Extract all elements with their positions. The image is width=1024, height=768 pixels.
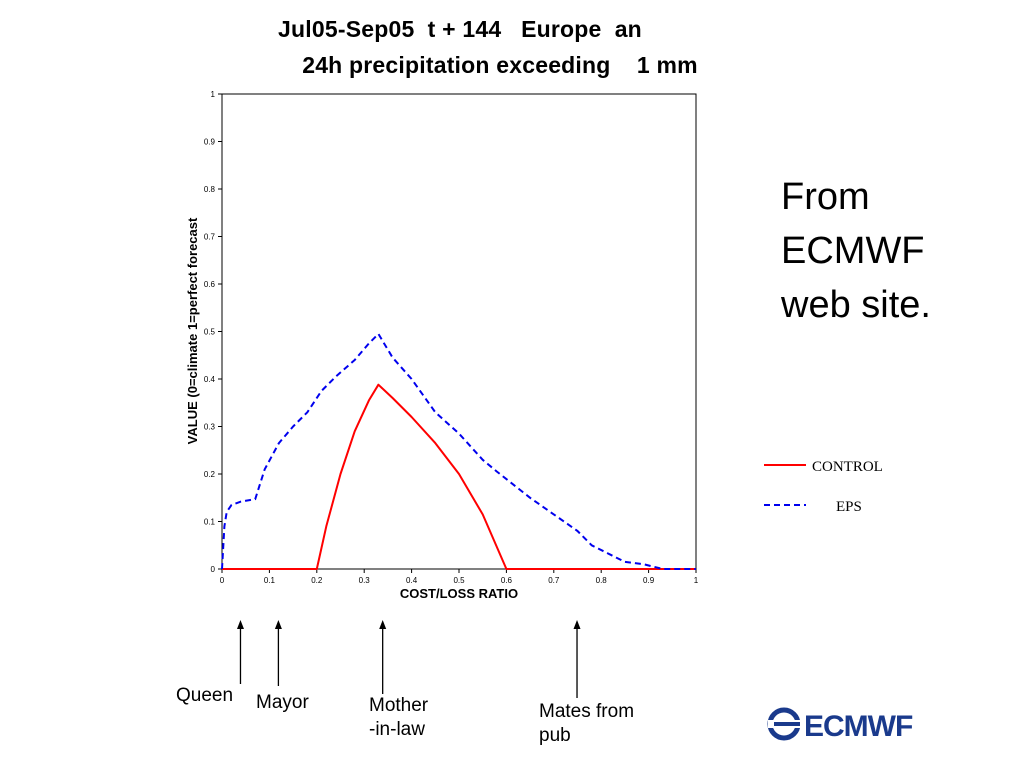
x-axis: 0 0.1 0.2 0.3 0.4 0.5 0.6 0.7 0.8 0.9 1 — [220, 569, 699, 585]
y-axis-label: VALUE (0=climate 1=perfect forecast — [185, 217, 200, 444]
x-axis-label: COST/LOSS RATIO — [400, 586, 518, 601]
x-tick-label: 0.4 — [406, 576, 418, 585]
legend-eps-label: EPS — [836, 499, 862, 515]
x-tick-label: 0.7 — [548, 576, 560, 585]
arrowhead-icon — [236, 620, 244, 629]
y-tick-label: 0.7 — [204, 233, 216, 242]
y-tick-label: 0.8 — [204, 185, 216, 194]
arrow-label-line: Queen — [176, 685, 234, 706]
chart-title-line-1: Jul05-Sep05 t + 144 Europe an — [278, 16, 642, 42]
x-tick-label: 0.5 — [453, 576, 465, 585]
logo-text: ECMWF — [804, 710, 913, 743]
legend-control-label: CONTROL — [812, 459, 883, 475]
x-tick-label: 0.3 — [359, 576, 371, 585]
arrow-label-mother-in-law: Mother -in-law — [369, 694, 428, 742]
arrow-label-queen: Queen — [176, 684, 233, 708]
legend: CONTROL EPS — [764, 459, 883, 515]
series-line-eps — [221, 332, 696, 570]
arrowhead-icon — [274, 620, 282, 629]
source-note-line: web site. — [781, 284, 931, 326]
arrow-label-line: Mayor — [256, 692, 309, 713]
x-tick-label: 0.2 — [311, 576, 323, 585]
arrowhead-icon — [379, 620, 387, 629]
arrowhead-icon — [573, 620, 581, 629]
x-tick-label: 0.8 — [596, 576, 608, 585]
y-tick-label: 0.2 — [204, 470, 216, 479]
y-tick-label: 0.6 — [204, 280, 216, 289]
series-layer — [221, 332, 696, 570]
y-tick-label: 0.5 — [204, 328, 216, 337]
x-tick-label: 0.1 — [264, 576, 276, 585]
x-tick-label: 0.9 — [643, 576, 655, 585]
y-tick-label: 0.3 — [204, 423, 216, 432]
arrow-label-line: pub — [539, 725, 571, 746]
y-axis: 0 0.1 0.2 0.3 0.4 0.5 0.6 0.7 0.8 0.9 1 — [204, 90, 222, 574]
annotation-arrows — [236, 620, 581, 698]
arrow-label-line: -in-law — [369, 719, 425, 740]
series-line-control — [222, 383, 696, 570]
source-note-line: ECMWF — [781, 230, 925, 272]
y-tick-label: 0.9 — [204, 138, 216, 147]
x-tick-label: 1 — [694, 576, 699, 585]
source-note-line: From — [781, 176, 870, 218]
y-tick-label: 1 — [211, 90, 216, 99]
arrow-label-mayor: Mayor — [256, 691, 309, 715]
arrow-label-line: Mates from — [539, 701, 635, 722]
ecmwf-logo: ECMWF — [767, 707, 914, 743]
arrow-label-mates-from-pub: Mates from pub — [539, 700, 634, 748]
y-tick-label: 0.4 — [204, 375, 216, 384]
source-note: From ECMWF web site. — [781, 170, 931, 332]
arrow-label-line: Mother — [369, 695, 429, 716]
chart-title-line-2: 24h precipitation exceeding 1 mm — [302, 52, 698, 78]
plot-frame — [221, 93, 697, 570]
y-tick-label: 0 — [211, 565, 216, 574]
y-tick-label: 0.1 — [204, 518, 216, 527]
logo-emblem-bar — [774, 722, 800, 726]
x-tick-label: 0.6 — [501, 576, 513, 585]
x-tick-label: 0 — [220, 576, 225, 585]
